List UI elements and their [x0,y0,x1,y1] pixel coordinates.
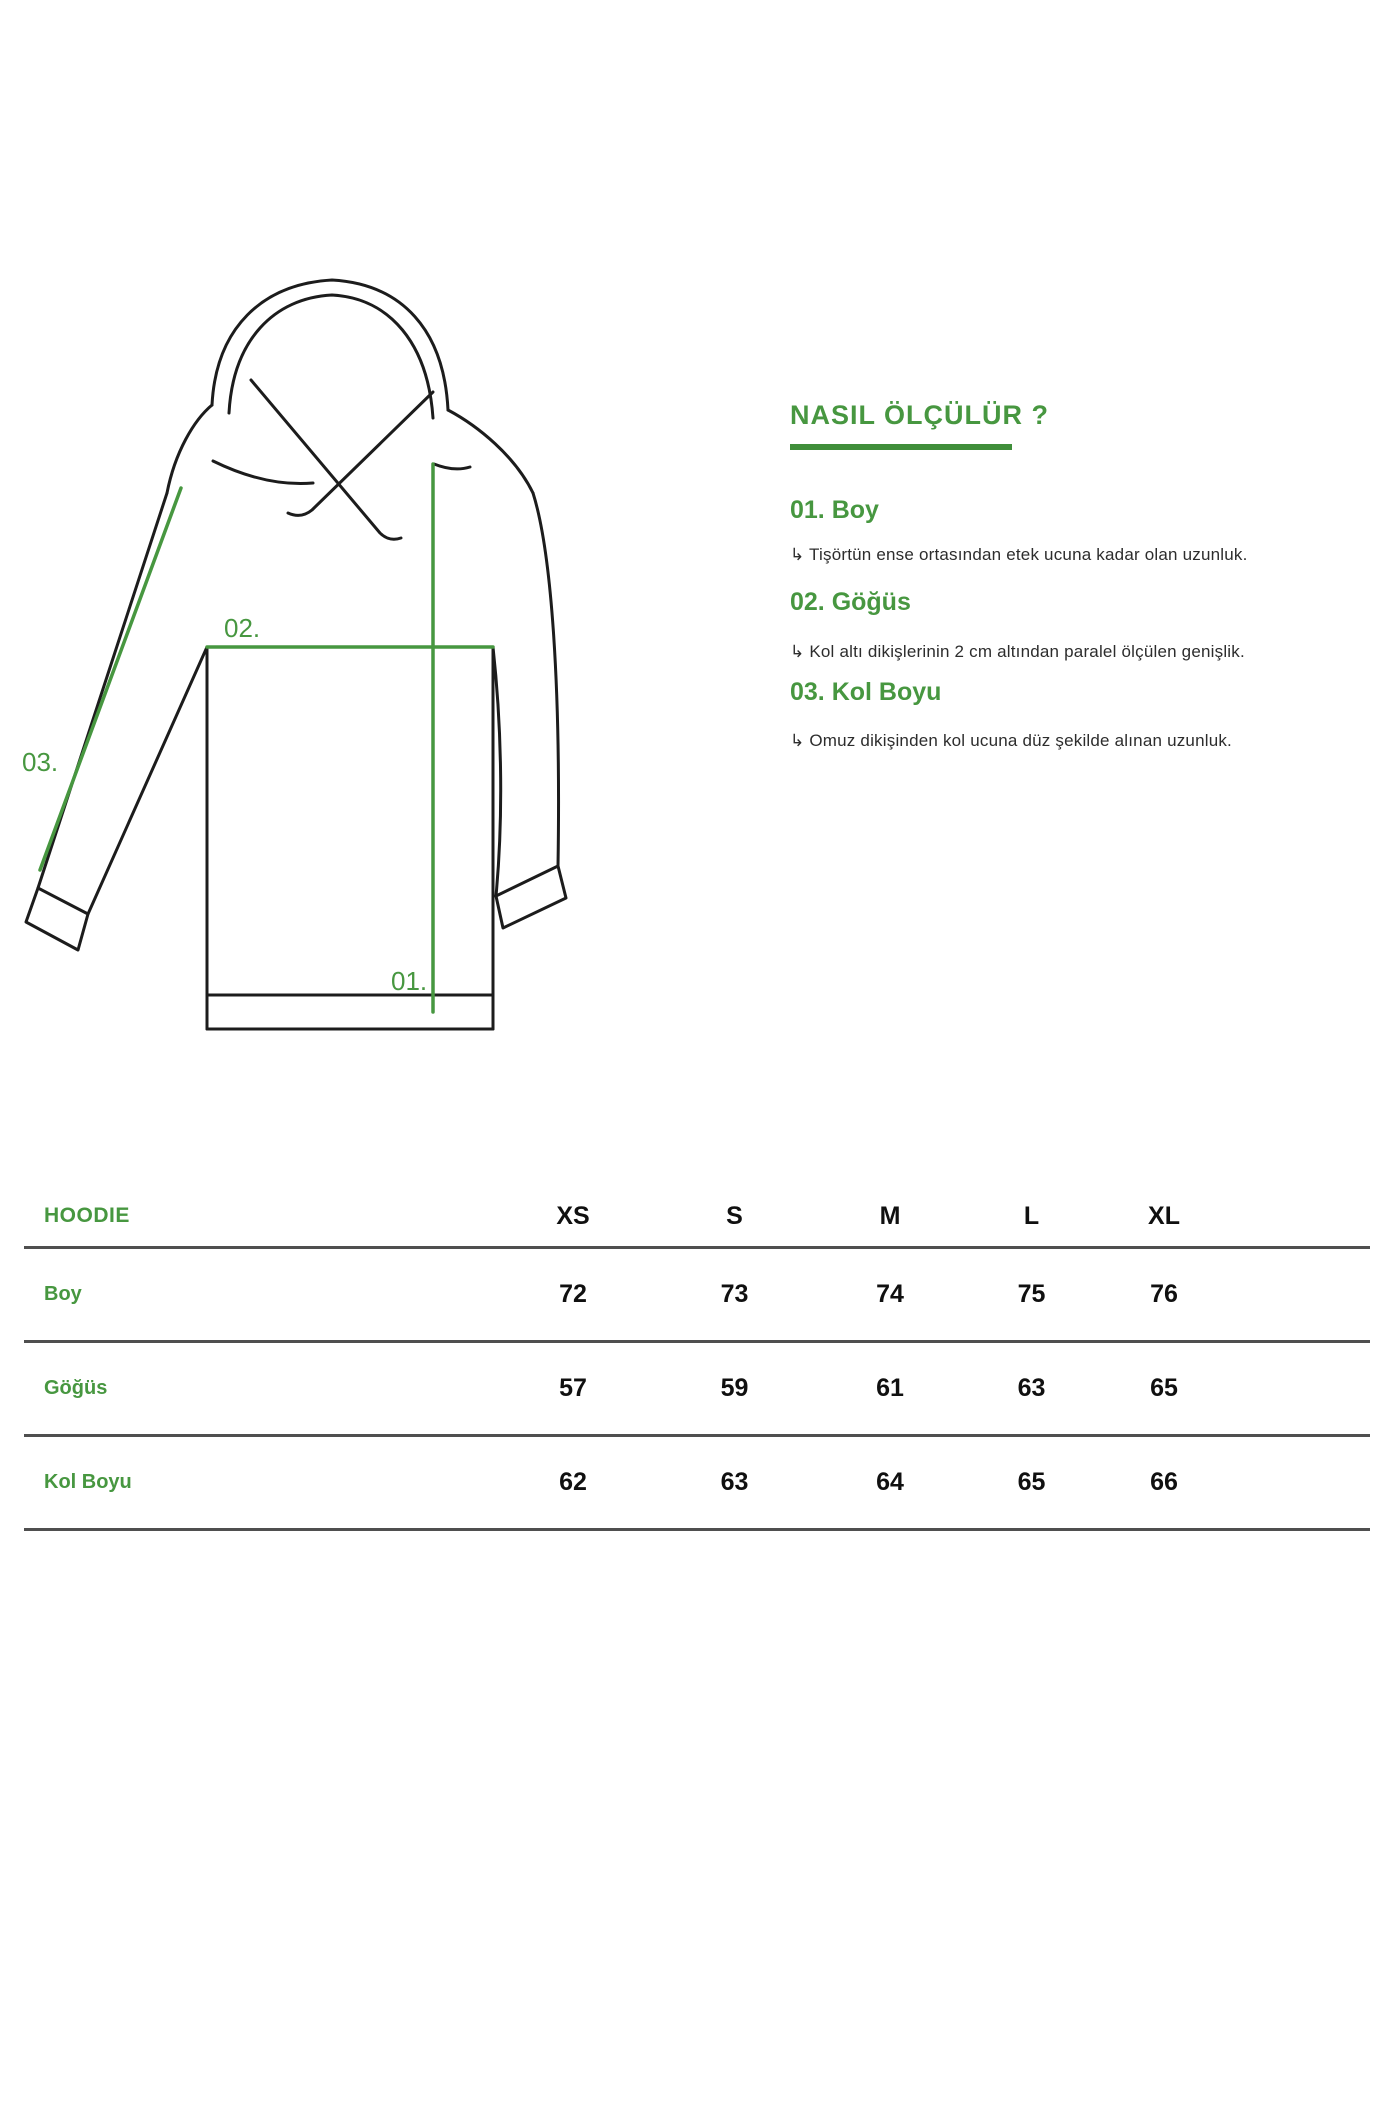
right-sleeve-inner-line [491,645,503,898]
cell-value: 74 [876,1280,904,1308]
hoodie-measurement-diagram: 01. 02. 03. [22,278,568,1031]
row-label: Göğüs [44,1377,108,1399]
size-table: HOODIE XS S M L XL Boy 72 73 74 75 76 Gö… [24,1186,1370,1531]
neckline-curve [211,459,315,485]
cell-value: 62 [559,1468,587,1496]
cell-value: 63 [720,1468,749,1496]
cell-value: 65 [1017,1468,1046,1496]
hood-inner-line [227,293,435,420]
guide-heading-boy: 01. Boy [790,496,879,524]
hood-outer-line [210,278,450,412]
size-header-l: L [1023,1201,1040,1230]
title-underline [790,444,1012,450]
table-row-kol-boyu: Kol Boyu 62 63 64 65 66 [24,1437,1370,1531]
guide-desc-boy: ↳ Tişörtün ense ortasından etek ucuna ka… [790,545,1248,564]
guide-desc-kol-boyu: ↳ Omuz dikişinden kol ucuna düz şekilde … [790,731,1232,750]
measurement-label-01: 01. [391,966,427,996]
cell-value: 72 [559,1280,587,1308]
size-header-xl: XL [1148,1201,1180,1230]
collar-left-line [249,378,403,541]
row-label: Boy [44,1283,82,1305]
guide-title: NASIL ÖLÇÜLÜR ? [790,400,1049,430]
guide-heading-gogus: 02. Göğüs [790,588,911,616]
cell-value: 63 [1017,1374,1046,1402]
measurement-label-02: 02. [224,613,260,643]
cell-value: 57 [559,1374,587,1402]
cell-value: 64 [876,1468,904,1496]
right-shoulder-line [446,408,535,495]
row-label: Kol Boyu [44,1471,132,1493]
collar-right-line [286,390,435,517]
right-cuff [494,864,568,930]
cell-value: 65 [1150,1374,1178,1402]
sleeve-measure-line-03 [38,486,183,872]
table-row-boy: Boy 72 73 74 75 76 [24,1249,1370,1343]
cell-value: 61 [876,1374,904,1402]
product-name: HOODIE [44,1204,130,1227]
guide-heading-kol-boyu: 03. Kol Boyu [790,678,942,706]
right-sleeve-outer-line [531,491,561,868]
size-table-header-row: HOODIE XS S M L XL [24,1186,1370,1249]
size-header-s: S [726,1201,743,1230]
cell-value: 66 [1150,1468,1178,1496]
left-shoulder-line [165,403,214,495]
size-header-xs: XS [556,1201,590,1230]
guide-desc-gogus: ↳ Kol altı dikişlerinin 2 cm altından pa… [790,642,1245,661]
table-row-gogus: Göğüs 57 59 61 63 65 [24,1343,1370,1437]
cell-value: 75 [1017,1280,1046,1308]
size-header-m: M [879,1201,901,1230]
measurement-label-03: 03. [22,747,58,777]
neckline-right-curve [432,462,472,471]
cell-value: 76 [1150,1280,1178,1308]
left-sleeve-inner-line [86,645,209,916]
left-cuff [24,886,90,952]
cell-value: 59 [720,1374,749,1402]
cell-value: 73 [720,1280,749,1308]
left-sleeve-outer-line [36,491,169,890]
measurement-lines [38,462,495,1014]
hoodie-outline [24,278,568,1031]
